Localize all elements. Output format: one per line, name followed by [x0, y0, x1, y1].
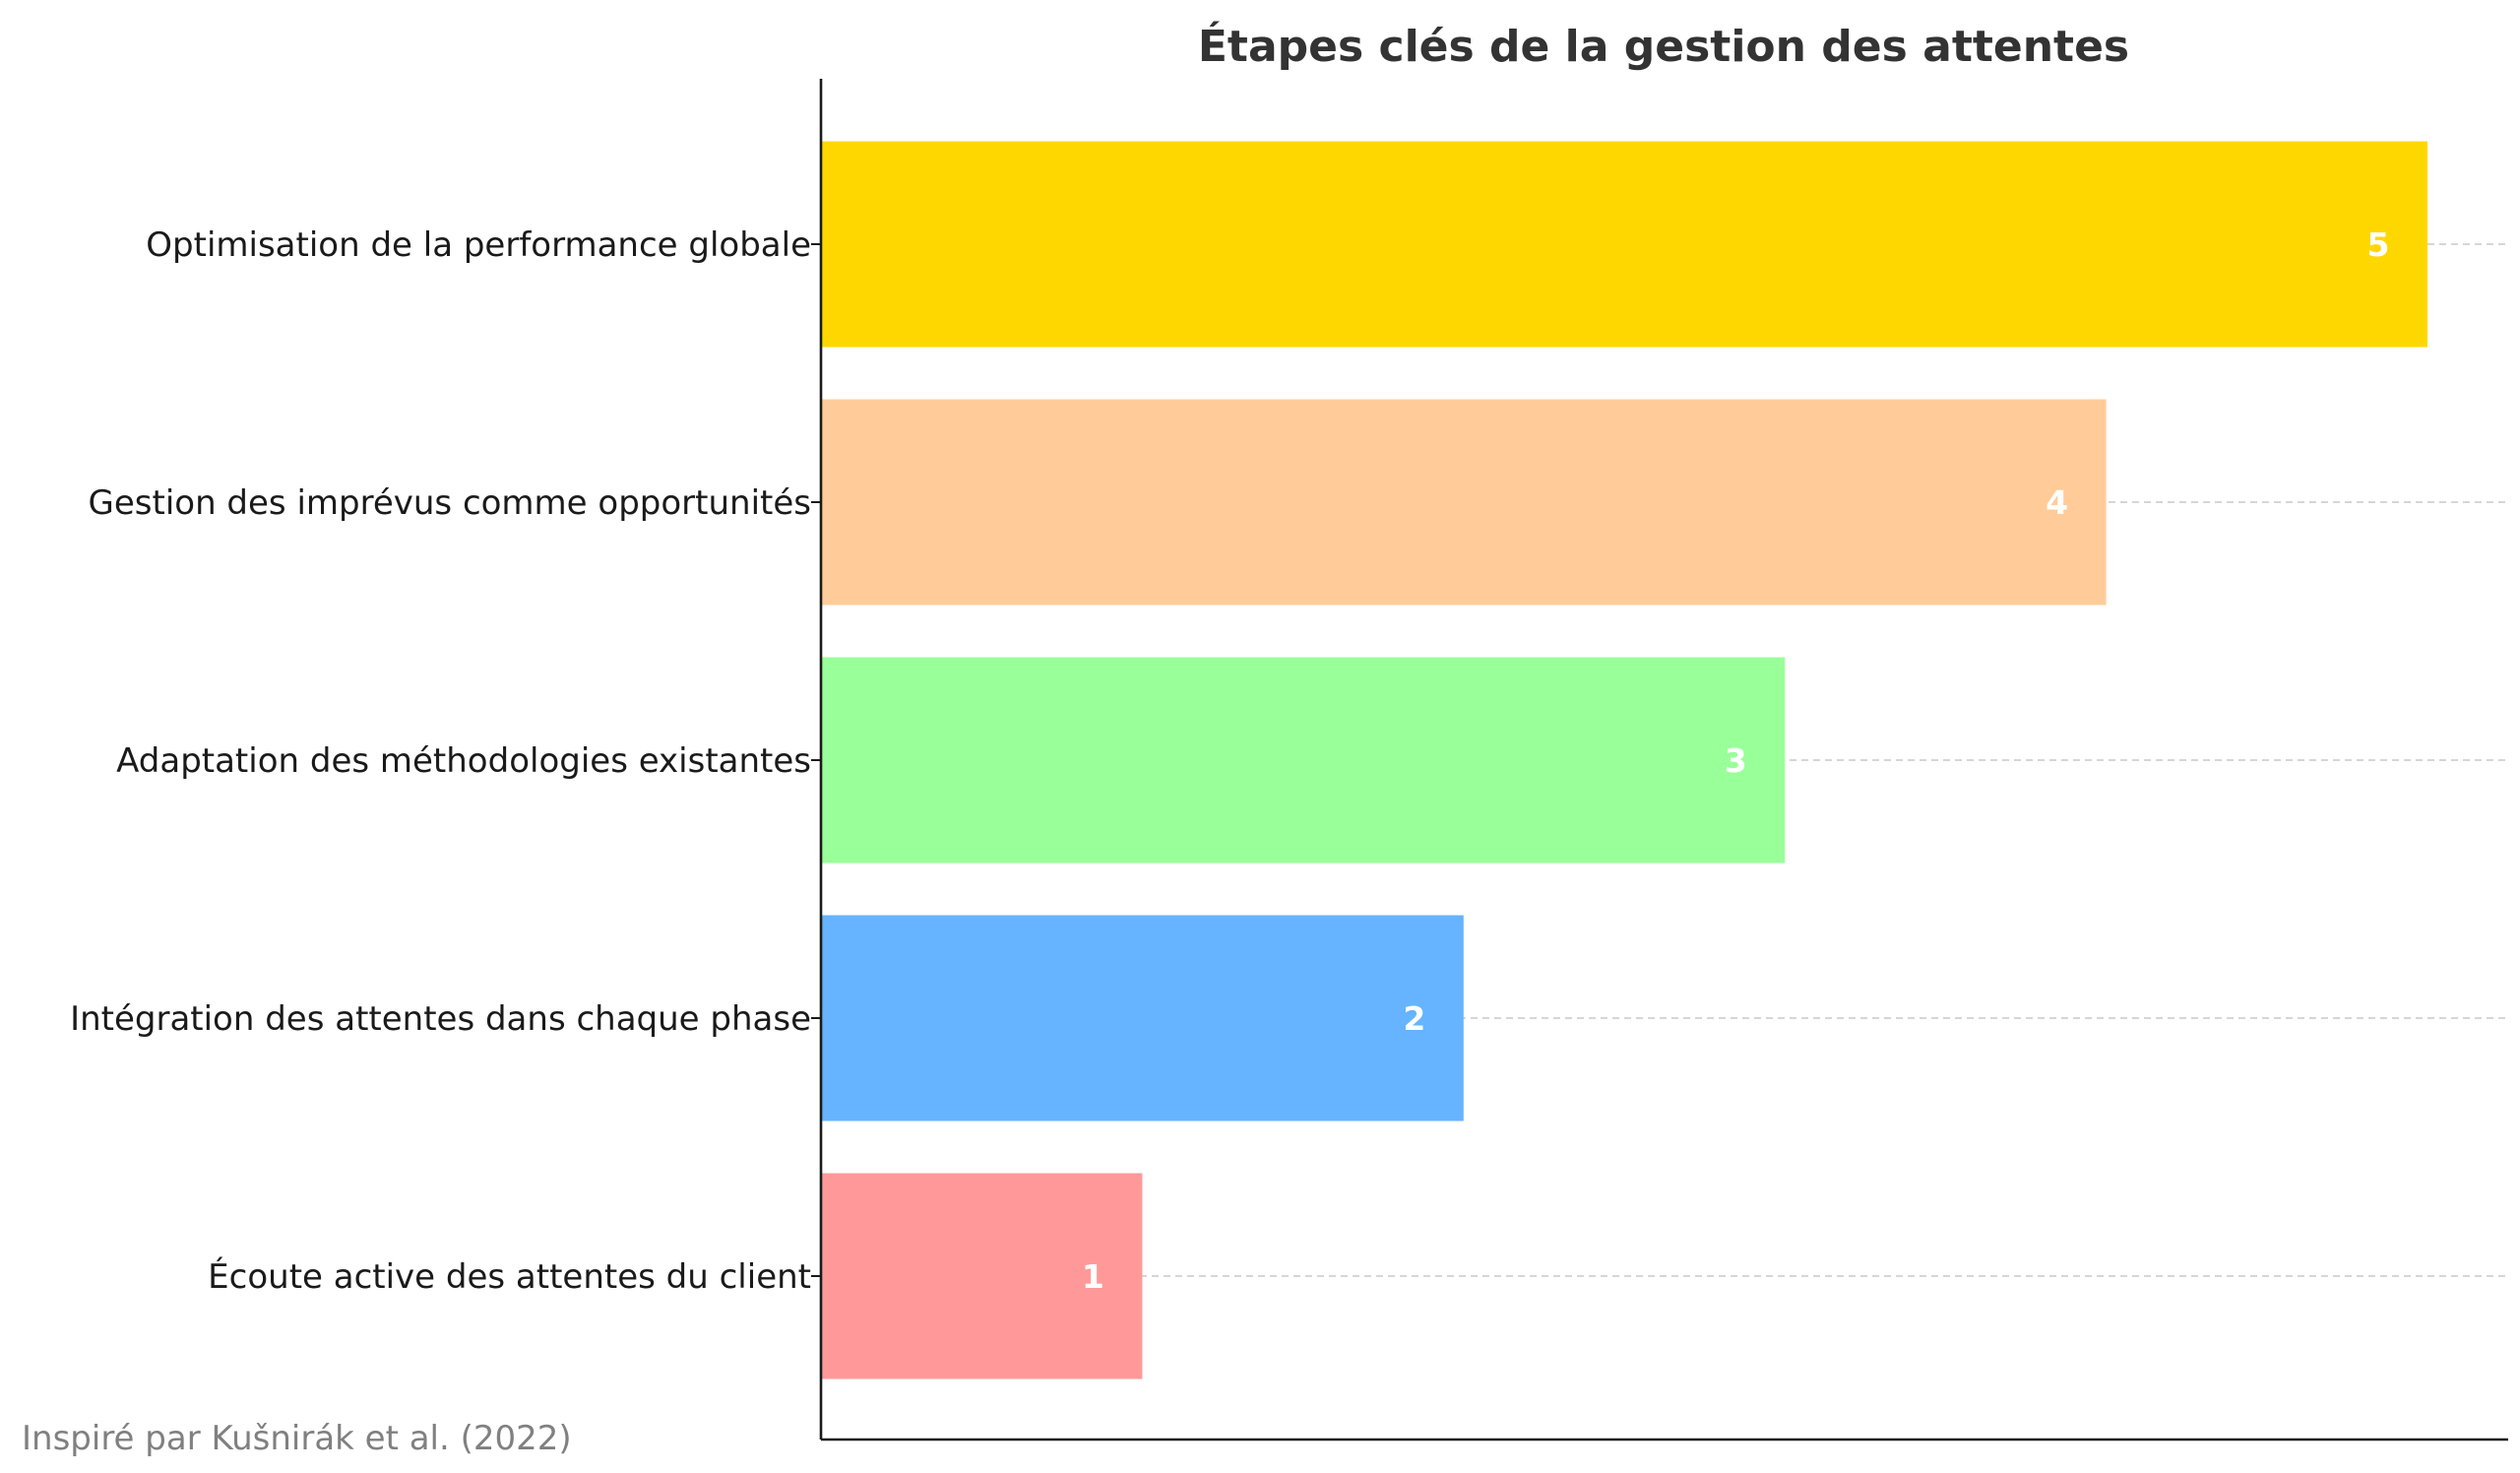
- y-tick-labels: Écoute active des attentes du client Inté…: [70, 225, 821, 1297]
- data-label: 1: [1082, 1257, 1104, 1296]
- chart-title: Étapes clés de la gestion des attentes: [1198, 20, 2129, 72]
- y-tick-label: Optimisation de la performance globale: [146, 225, 811, 265]
- y-tick-label: Intégration des attentes dans chaque pha…: [70, 999, 811, 1039]
- data-label: 2: [1403, 999, 1425, 1038]
- data-label: 4: [2046, 483, 2068, 522]
- data-labels: 1 2 3 4 5: [1082, 225, 2390, 1296]
- bar: [821, 657, 1786, 864]
- bar: [821, 1173, 1143, 1379]
- y-tick-label: Gestion des imprévus comme opportunités: [89, 483, 811, 523]
- y-tick-label: Adaptation des méthodologies existantes: [116, 741, 811, 781]
- bar: [821, 141, 2427, 348]
- data-label: 3: [1725, 741, 1747, 780]
- bars: [821, 141, 2427, 1379]
- source-note: Inspiré par Kušnirák et al. (2022): [22, 1419, 572, 1458]
- data-label: 5: [2367, 225, 2390, 264]
- bar: [821, 399, 2107, 606]
- y-tick-label: Écoute active des attentes du client: [208, 1256, 811, 1297]
- bar: [821, 915, 1464, 1121]
